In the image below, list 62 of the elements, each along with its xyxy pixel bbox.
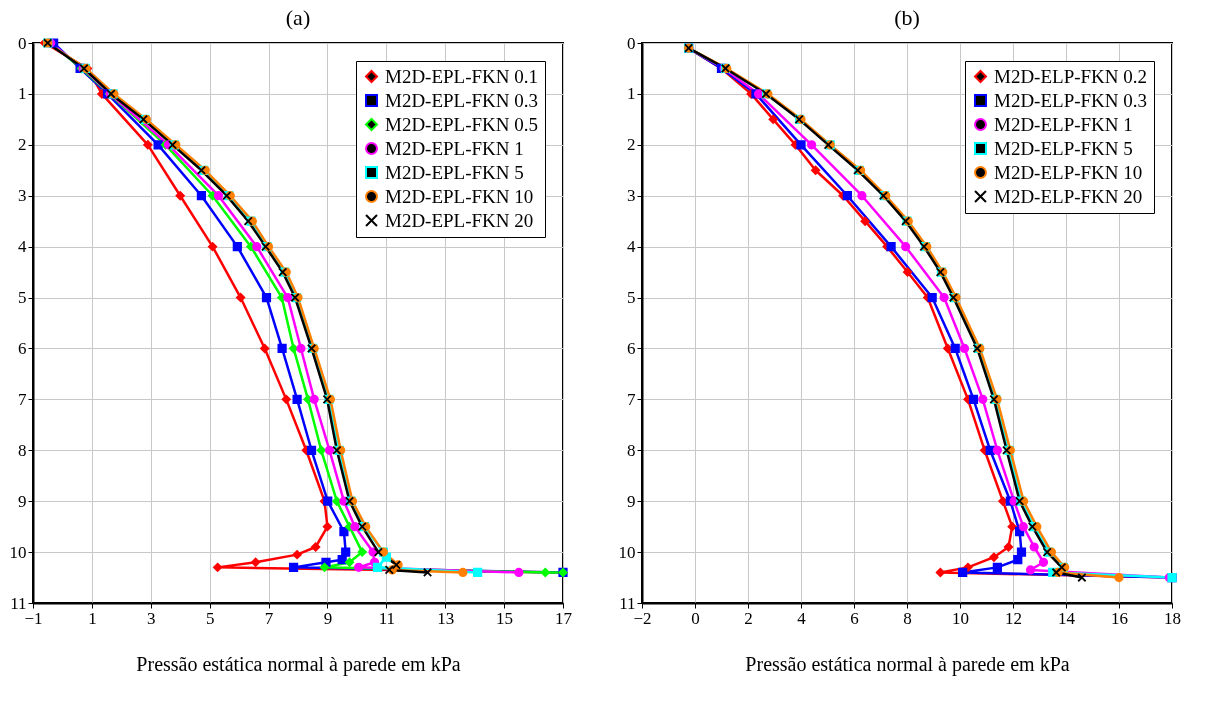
legend-label: M2D-ELP-FKN 5 [994,137,1133,159]
y-tick-label: 10 [9,542,27,562]
y-tick-label: 1 [627,84,636,104]
chart-title: (a) [285,5,311,30]
legend-label: M2D-EPL-FKN 10 [385,185,534,207]
legend-label: M2D-EPL-FKN 20 [385,209,534,231]
x-tick-label: 10 [952,608,969,628]
y-tick-label: 2 [18,135,27,155]
y-tick-label: 6 [18,338,27,358]
y-tick-label: 7 [18,389,27,409]
y-tick-label: 4 [627,237,636,257]
x-tick-label: 3 [147,608,156,628]
x-tick-label: 7 [264,608,274,628]
x-tick-label: 11 [378,608,396,628]
legend-label: M2D-ELP-FKN 0.3 [994,89,1148,111]
y-tick-label: 9 [627,491,636,511]
y-tick-label: 11 [619,593,636,613]
x-tick-label: 12 [1005,608,1022,628]
x-tick-label: 15 [496,608,514,628]
legend-label: M2D-EPL-FKN 0.5 [385,113,539,135]
y-tick-label: 8 [627,440,636,460]
y-tick-label: 7 [627,389,636,409]
y-tick-label: 0 [627,33,636,53]
y-tick-label: 0 [18,33,27,53]
x-tick-label: 8 [903,608,912,628]
legend-label: M2D-EPL-FKN 1 [385,137,524,159]
y-tick-label: 2 [627,135,636,155]
y-tick-label: 5 [627,288,636,308]
legend-label: M2D-ELP-FKN 20 [994,185,1143,207]
y-tick-label: 10 [618,542,636,562]
y-tick-label: 1 [18,84,27,104]
y-tick-label: 4 [18,237,27,257]
y-tick-label: 6 [627,338,636,358]
legend-label: M2D-ELP-FKN 10 [994,161,1143,183]
x-tick-label: 1 [88,608,97,628]
y-tick-label: 3 [18,186,27,206]
x-tick-label: 9 [323,608,333,628]
x-axis-title: Pressão estática normal à parede em kPa [136,652,461,676]
x-tick-label: −1 [24,608,43,628]
x-tick-label: 17 [555,608,573,628]
y-tick-label: 3 [627,186,636,206]
y-tick-label: 8 [18,440,27,460]
y-tick-label: 9 [18,491,27,511]
x-tick-label: −2 [633,608,652,628]
x-tick-label: 0 [691,608,700,628]
chart-title: (b) [894,5,920,30]
y-tick-label: 5 [18,288,27,308]
legend-label: M2D-EPL-FKN 5 [385,161,524,183]
x-tick-label: 16 [1111,608,1128,628]
y-tick-label: 11 [10,593,27,613]
x-tick-label: 4 [797,608,807,628]
x-tick-label: 14 [1058,608,1076,628]
x-tick-label: 13 [437,608,455,628]
x-axis-title: Pressão estática normal à parede em kPa [745,652,1070,676]
legend-label: M2D-EPL-FKN 0.1 [385,65,539,87]
x-tick-label: 2 [744,608,753,628]
x-tick-label: 18 [1164,608,1181,628]
legend-label: M2D-ELP-FKN 0.2 [994,65,1148,87]
legend-label: M2D-ELP-FKN 1 [994,113,1133,135]
x-tick-label: 5 [205,608,215,628]
legend-label: M2D-EPL-FKN 0.3 [385,89,539,111]
x-tick-label: 6 [850,608,859,628]
